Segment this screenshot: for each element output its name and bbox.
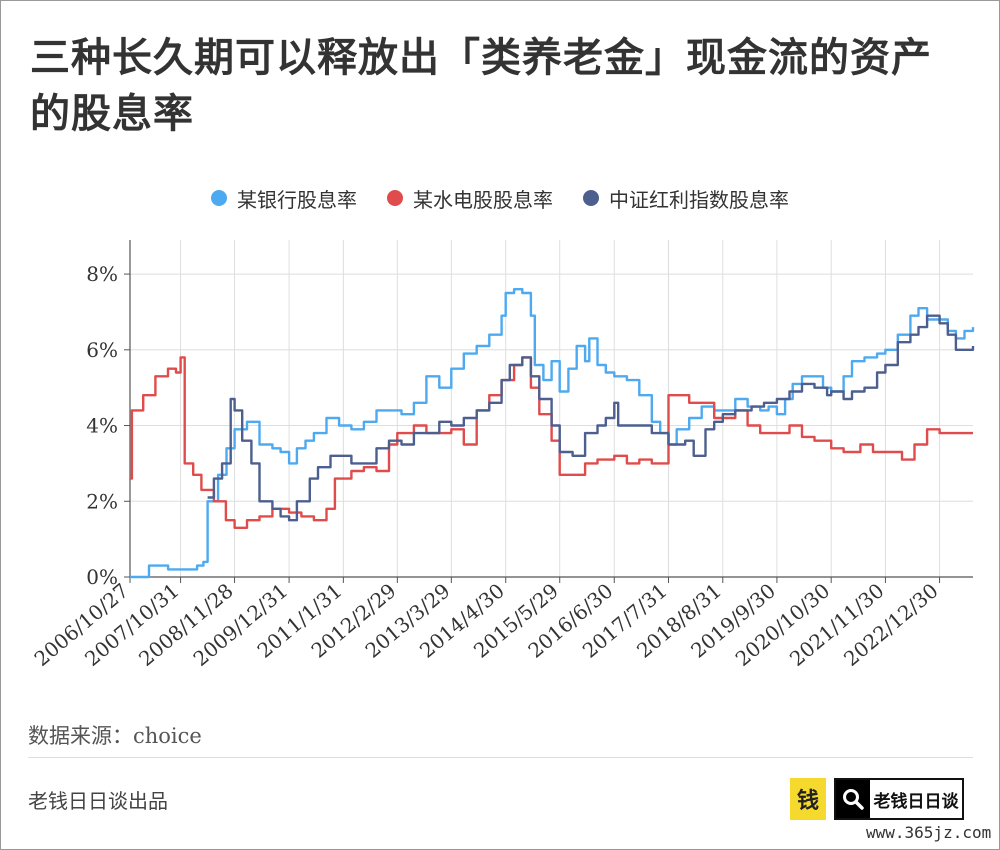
search-icon <box>836 780 870 818</box>
legend-label-dividend: 中证红利指数股息率 <box>609 187 789 212</box>
site-watermark: www.365jz.com <box>866 823 992 842</box>
producer-credit: 老钱日日谈出品 <box>28 789 168 813</box>
brand-logo-text: 老钱日日谈 <box>870 780 962 818</box>
footer-divider <box>28 757 973 758</box>
legend-label-hydro: 某水电股股息率 <box>413 187 553 212</box>
data-source-note: 数据来源：choice <box>28 724 202 748</box>
legend-item-bank[interactable]: 某银行股息率 <box>211 183 357 213</box>
legend-item-hydro[interactable]: 某水电股股息率 <box>387 183 553 213</box>
brand-logo: 老钱日日谈 <box>834 778 964 820</box>
line-chart: 2006/10/272007/10/312008/11/282009/12/31… <box>29 240 975 671</box>
legend-marker-bank <box>211 190 227 206</box>
legend-marker-dividend <box>583 190 599 206</box>
y-tick-label: 2% <box>86 489 118 513</box>
money-logo: 钱 <box>790 778 826 820</box>
chart-title: 三种长久期可以释放出「类养老金」现金流的资产的股息率 <box>30 35 932 137</box>
series-line-dividend <box>207 314 975 522</box>
series-line-hydro <box>130 356 973 529</box>
y-tick-label: 6% <box>86 338 118 362</box>
y-tick-label: 4% <box>86 414 118 438</box>
legend-label-bank: 某银行股息率 <box>237 187 357 212</box>
y-tick-label: 8% <box>86 262 118 286</box>
legend-marker-hydro <box>387 190 403 206</box>
chart-legend: 某银行股息率 某水电股股息率 中证红利指数股息率 <box>0 183 1000 213</box>
y-tick-label: 0% <box>86 565 118 589</box>
legend-item-dividend[interactable]: 中证红利指数股息率 <box>583 183 789 213</box>
